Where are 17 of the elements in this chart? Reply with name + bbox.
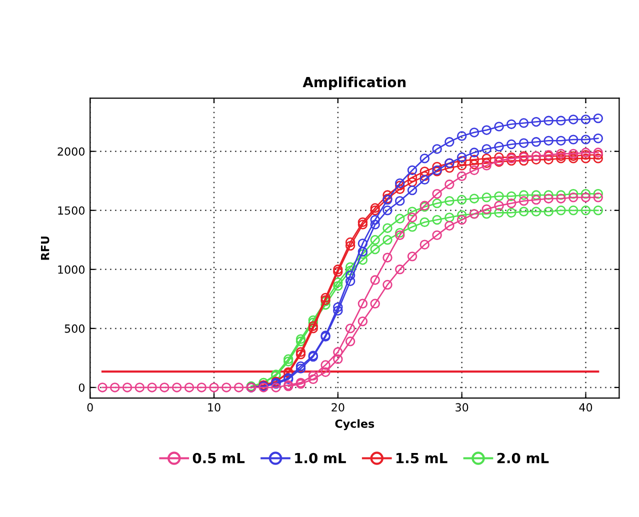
x-tick-label: 20 bbox=[332, 403, 344, 412]
y-tick-label: 1000 bbox=[58, 265, 84, 274]
chart-title: Amplification bbox=[302, 76, 406, 90]
y-tick-label: 1500 bbox=[58, 206, 84, 215]
x-axis-title: Cycles bbox=[335, 419, 374, 430]
x-tick-label: 10 bbox=[208, 403, 220, 412]
legend-label: 1.5 mL bbox=[396, 453, 448, 464]
x-tick-label: 30 bbox=[456, 403, 468, 412]
legend-label: 1.0 mL bbox=[295, 452, 346, 464]
y-tick-label: 500 bbox=[64, 324, 84, 333]
legend-label: 2.0 mL bbox=[497, 452, 549, 464]
y-tick-label: 0 bbox=[78, 383, 84, 392]
x-tick-label: 0 bbox=[87, 403, 93, 412]
legend-label: 0.5 mL bbox=[192, 452, 245, 464]
y-axis-title: RFU bbox=[40, 236, 50, 260]
y-tick-label: 2000 bbox=[58, 147, 84, 156]
x-tick-label: 40 bbox=[579, 403, 592, 412]
